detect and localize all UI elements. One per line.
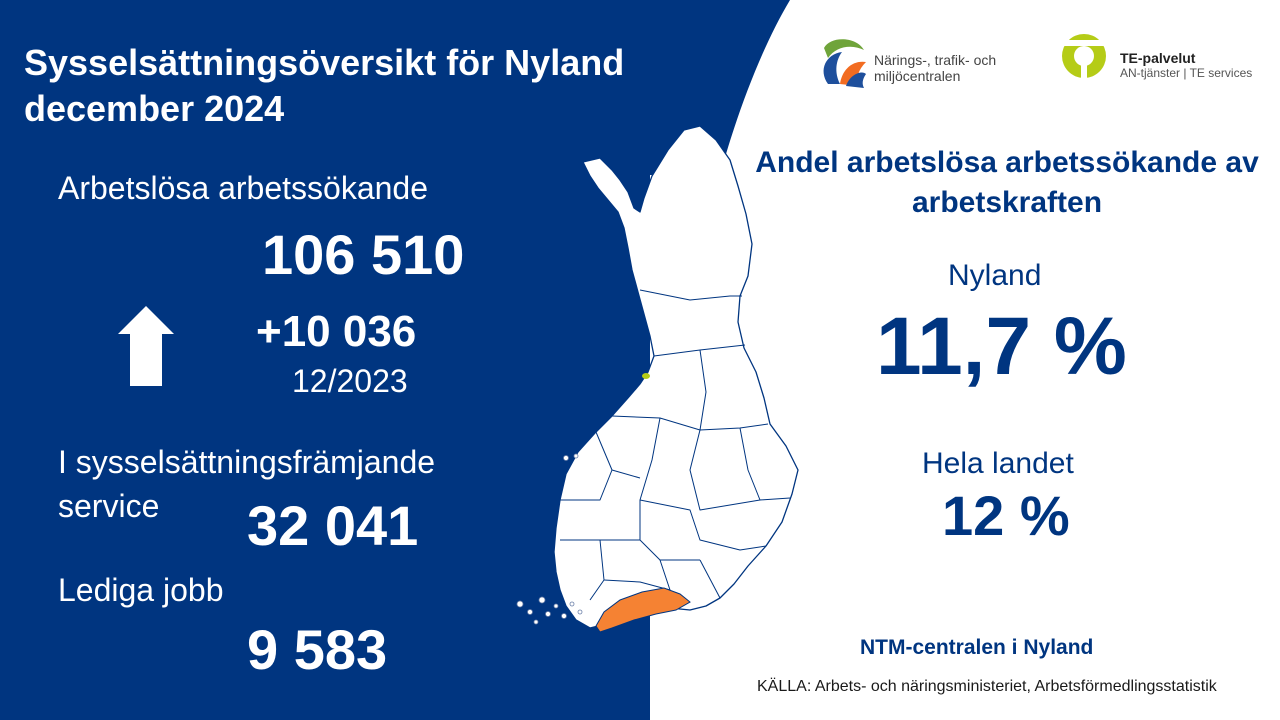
vacancies-value: 9 583 [247,618,388,681]
region-value: 11,7 % [876,301,1127,392]
te-logo-title: TE-palvelut [1120,50,1196,66]
unemployed-label: Arbetslösa arbetssökande [58,170,428,206]
change-reference: 12/2023 [292,363,408,399]
te-logo-icon [1060,34,1108,82]
vacancies-label: Lediga jobb [58,572,224,608]
finland-map [553,125,799,629]
country-value: 12 % [942,484,1070,547]
ntm-logo-text: Närings-, trafik- och miljöcentralen [874,52,997,84]
region-label: Nyland [948,259,1042,292]
source-note: KÄLLA: Arbets- och näringsministeriet, A… [757,678,1217,695]
services-value: 32 041 [247,494,419,557]
arrow-up-icon [118,306,174,386]
archipelago-islands [516,453,583,625]
organization-name: NTM-centralen i Nyland [860,636,1094,659]
map-marker [642,373,650,379]
services-label: I sysselsättningsfrämjande service [58,444,436,524]
country-label: Hela landet [922,447,1074,480]
nyland-region [595,587,691,633]
page-title: Sysselsättningsöversikt för Nyland decem… [24,42,625,129]
ntm-logo-icon [823,39,866,88]
change-value: +10 036 [256,307,417,356]
share-heading: Andel arbetslösa arbetssökande av arbets… [755,146,1259,219]
finland-outline [553,125,799,629]
unemployed-value: 106 510 [262,223,465,286]
te-logo-subtitle: AN-tjänster | TE services [1120,66,1253,80]
